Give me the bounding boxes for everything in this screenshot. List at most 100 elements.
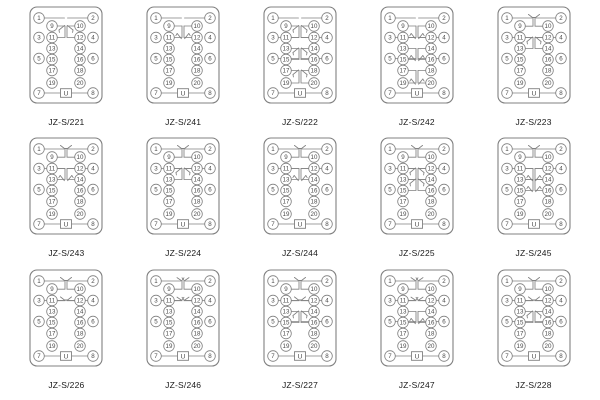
terminal-label-17: 17: [399, 199, 406, 206]
terminal-circle-16: [191, 316, 203, 328]
terminal-circle-8: [321, 218, 333, 231]
terminal-circle-14: [74, 305, 87, 317]
terminal-label-17: 17: [516, 199, 523, 206]
contact-blade: [60, 145, 66, 150]
terminal-label-2: 2: [442, 15, 446, 22]
terminal-circle-19: [280, 339, 292, 352]
terminal-circle-19: [513, 339, 526, 352]
terminal-label-13: 13: [516, 46, 523, 53]
coil-label: U: [298, 90, 303, 97]
terminal-label-12: 12: [194, 166, 201, 173]
terminal-circle-18: [74, 196, 87, 208]
wire-stub-no: [524, 310, 534, 323]
terminal-circle-9: [397, 20, 409, 32]
terminal-label-3: 3: [154, 297, 158, 304]
terminal-circle-4: [438, 294, 450, 306]
terminal-label-5: 5: [271, 318, 275, 325]
diagram-caption: JZ-S/225: [398, 248, 435, 259]
terminal-circle-19: [163, 339, 175, 352]
contact-blade: [527, 145, 533, 150]
contact-blade-no: [410, 296, 416, 301]
contact-blade-tip: [71, 175, 75, 179]
terminal-label-9: 9: [284, 155, 288, 162]
wire-stub-no: [417, 48, 426, 60]
diagram-caption: JZ-S/244: [281, 248, 319, 259]
terminal-circle-11: [513, 294, 526, 306]
terminal-label-11: 11: [516, 297, 523, 304]
terminal-circle-9: [163, 151, 175, 164]
terminal-label-9: 9: [401, 23, 405, 30]
wire-stub-no: [290, 70, 300, 84]
terminal-circle-17: [46, 196, 59, 208]
terminal-circle-15: [397, 316, 409, 328]
terminal-circle-18: [308, 196, 320, 208]
wire-stub-no: [417, 179, 426, 192]
terminal-label-4: 4: [208, 35, 212, 42]
contact-blade-no: [417, 296, 424, 301]
diagram-cell: U 1 3 5 7 2 4 6 8 9 11 13 15 17 19 10 12 14 16 18 20 JZ-S/246: [125, 267, 242, 398]
terminal-label-1: 1: [38, 147, 42, 154]
terminal-circle-18: [541, 327, 554, 339]
terminal-label-18: 18: [77, 68, 84, 75]
terminal-label-2: 2: [92, 15, 96, 22]
terminal-label-6: 6: [325, 187, 329, 194]
contact-blade: [293, 296, 300, 301]
terminal-circle-16: [308, 316, 320, 328]
terminal-label-16: 16: [77, 57, 84, 64]
diagram-caption: JZ-S/226: [48, 379, 85, 390]
terminal-circle-2: [438, 274, 450, 287]
terminal-circle-10: [425, 20, 437, 32]
wire-stub-no: [183, 25, 193, 38]
terminal-circle-13: [280, 305, 292, 317]
terminal-label-1: 1: [271, 278, 275, 285]
terminal-label-4: 4: [208, 166, 212, 173]
terminal-circle-20: [541, 77, 554, 89]
terminal-label-6: 6: [559, 187, 563, 194]
terminal-circle-4: [438, 31, 450, 44]
terminal-circle-20: [191, 77, 203, 89]
terminal-label-2: 2: [92, 278, 96, 285]
terminal-circle-1: [384, 274, 396, 287]
terminal-label-9: 9: [401, 286, 405, 293]
contact-blade-tip: [415, 296, 419, 300]
terminal-label-6: 6: [208, 56, 212, 63]
terminal-circle-8: [438, 349, 450, 362]
terminal-label-2: 2: [442, 147, 446, 154]
terminal-label-7: 7: [271, 222, 275, 229]
terminal-label-20: 20: [194, 212, 201, 219]
wiring-layer: U: [277, 145, 323, 230]
terminal-label-16: 16: [194, 57, 201, 64]
terminal-circle-8: [87, 349, 100, 362]
terminal-label-20: 20: [427, 343, 434, 350]
wire-stub-nc: [57, 280, 66, 290]
terminal-label-5: 5: [388, 56, 392, 63]
terminal-circle-19: [397, 339, 409, 352]
terminal-label-16: 16: [77, 188, 84, 195]
contact-blade: [177, 145, 183, 150]
diagram-cell: U 1 3 5 7 2 4 6 8 9 11 13 15 17 19 10 12 14 16 18 20 JZ-S/243: [8, 135, 125, 266]
terminal-label-19: 19: [399, 80, 406, 87]
terminal-circle-1: [33, 143, 46, 156]
contact-blade-tip: [305, 175, 308, 179]
terminal-circle-9: [513, 282, 526, 295]
terminal-circle-3: [267, 31, 279, 44]
terminal-circle-8: [554, 87, 567, 99]
wire-stub-nc: [534, 280, 543, 290]
terminal-label-20: 20: [544, 212, 551, 219]
terminal-label-7: 7: [388, 90, 392, 97]
coil-box: [294, 219, 306, 230]
terminal-circle-14: [191, 305, 203, 317]
terminal-label-3: 3: [388, 297, 392, 304]
terminal-label-16: 16: [194, 188, 201, 195]
terminal-circle-13: [163, 305, 175, 317]
coil-box: [60, 88, 73, 98]
terminal-label-20: 20: [77, 343, 84, 350]
contact-blade-tip: [409, 55, 412, 59]
terminal-label-20: 20: [544, 343, 551, 350]
contact-blade-tip: [181, 277, 185, 281]
terminal-label-3: 3: [505, 297, 509, 304]
terminal-label-6: 6: [325, 318, 329, 325]
